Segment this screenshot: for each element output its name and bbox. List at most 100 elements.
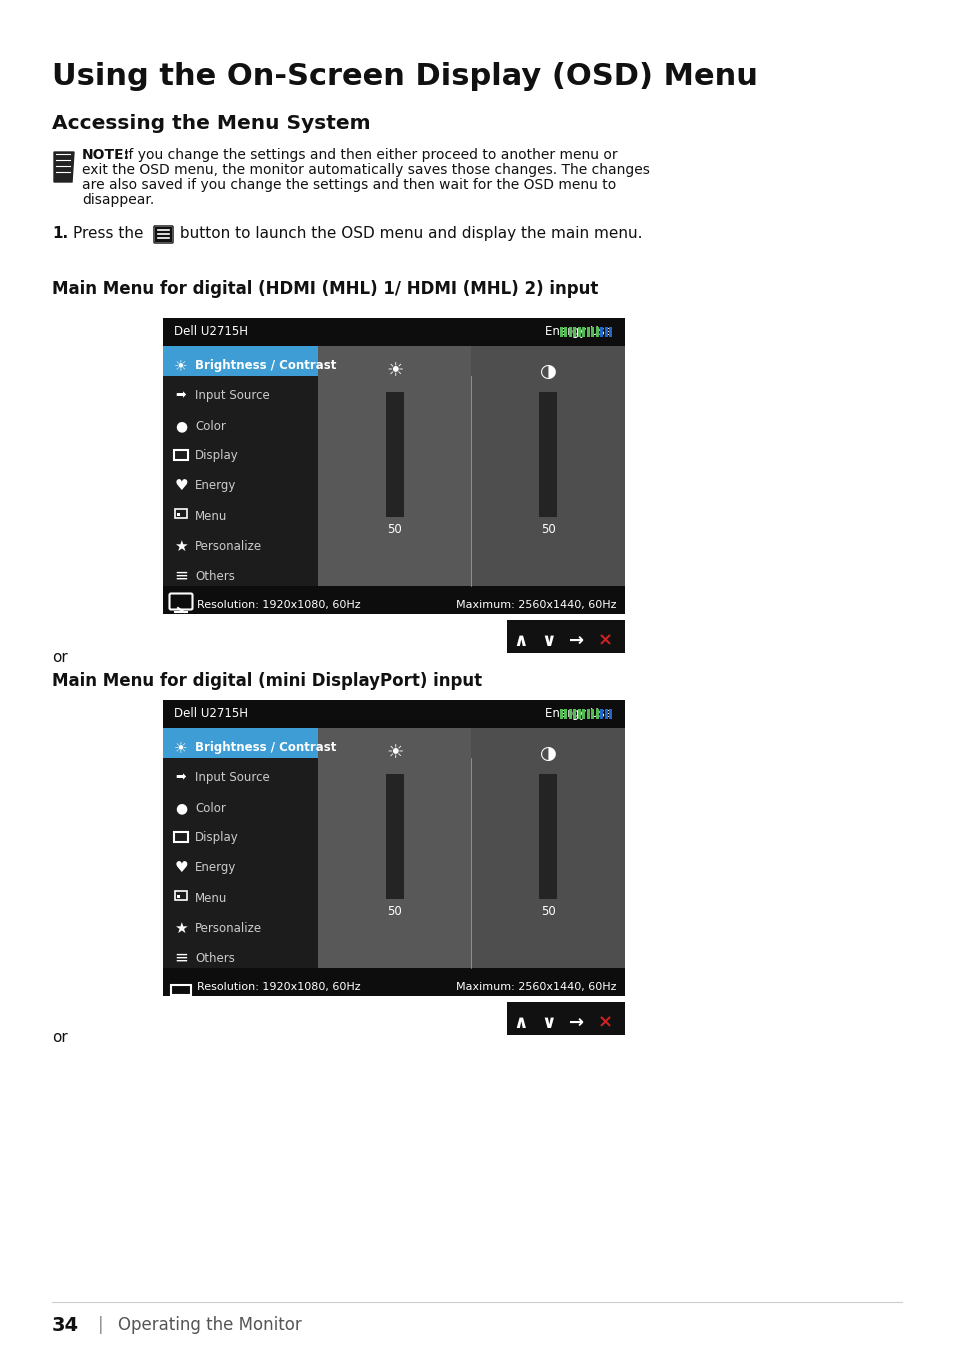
Text: ♥: ♥ [174,478,188,493]
Text: ●: ● [174,418,187,433]
Text: ∨: ∨ [541,631,556,650]
Text: ☀: ☀ [174,741,188,756]
Text: →: → [569,1014,584,1032]
Bar [173,995,175,998]
Text: Maximum: 2560x1440, 60Hz: Maximum: 2560x1440, 60Hz [456,982,617,992]
Text: ☀: ☀ [386,743,403,762]
Text: 50: 50 [387,904,402,918]
Bar [506,1002,624,1034]
Bar [604,328,607,337]
Text: Energy: Energy [194,479,236,493]
Text: ∧: ∧ [513,631,528,650]
Bar [163,376,317,586]
Bar [171,984,191,995]
Text: Others: Others [194,570,234,582]
Text: NOTE:: NOTE: [82,148,130,162]
Bar [163,700,624,728]
Text: Input Source: Input Source [194,772,270,784]
Bar [599,328,603,337]
Bar [578,709,580,719]
Text: If you change the settings and then either proceed to another menu or: If you change the settings and then eith… [120,148,617,162]
Text: ◑: ◑ [539,362,557,380]
Text: 50: 50 [540,904,555,918]
Bar [559,328,562,337]
Bar [538,393,557,517]
Bar [177,513,180,516]
Bar [163,728,317,758]
Bar [578,328,580,337]
Text: Personalize: Personalize [194,539,262,552]
Bar [471,347,624,586]
Text: ≡: ≡ [173,949,188,967]
Text: Brightness / Contrast: Brightness / Contrast [194,742,336,754]
Text: Energy: Energy [194,861,236,875]
Bar [154,227,172,242]
Bar [568,328,572,337]
Text: Energy Use: Energy Use [544,707,612,720]
Bar [174,891,187,900]
Text: Energy Use: Energy Use [544,325,612,338]
Bar [174,509,187,519]
Bar [317,728,471,968]
Text: ∨: ∨ [541,1014,556,1032]
Text: Input Source: Input Source [194,390,270,402]
Bar [538,774,557,899]
Bar [586,709,589,719]
Text: ➡: ➡ [175,390,186,402]
Text: Others: Others [194,952,234,964]
Bar [163,968,624,997]
Bar [568,709,572,719]
Text: Press the: Press the [73,226,143,241]
Bar [173,450,188,460]
Text: ★: ★ [174,539,188,554]
Bar [163,586,624,613]
Bar [573,328,576,337]
Text: 50: 50 [540,523,555,536]
Text: →: → [569,631,584,650]
Text: disappear.: disappear. [82,194,154,207]
Text: Resolution: 1920x1080, 60Hz: Resolution: 1920x1080, 60Hz [196,600,360,611]
Text: ♥: ♥ [174,861,188,876]
Text: Menu: Menu [194,891,227,904]
Bar [582,328,585,337]
Text: Resolution: 1920x1080, 60Hz: Resolution: 1920x1080, 60Hz [196,982,360,992]
Text: Color: Color [194,802,226,815]
Bar [591,709,594,719]
Text: exit the OSD menu, the monitor automatically saves those changes. The changes: exit the OSD menu, the monitor automatic… [82,162,649,177]
Bar [582,709,585,719]
Bar [591,328,594,337]
Text: Display: Display [194,831,238,845]
Text: ∧: ∧ [513,1014,528,1032]
Text: Operating the Monitor: Operating the Monitor [118,1316,301,1334]
Bar [609,328,612,337]
Text: Color: Color [194,420,226,432]
Bar [564,709,567,719]
Text: Dell U2715H: Dell U2715H [173,325,248,338]
Text: Using the On-Screen Display (OSD) Menu: Using the On-Screen Display (OSD) Menu [52,62,757,91]
Text: or: or [52,650,68,665]
Bar [186,995,188,998]
Text: button to launch the OSD menu and display the main menu.: button to launch the OSD menu and displa… [174,226,641,241]
Bar [163,758,317,968]
Bar [609,709,612,719]
Text: Main Menu for digital (mini DisplayPort) input: Main Menu for digital (mini DisplayPort)… [52,672,481,691]
Bar [177,895,180,898]
Text: ≡: ≡ [173,567,188,585]
Text: ☀: ☀ [386,362,403,380]
Bar [586,328,589,337]
Text: ×: × [597,631,612,650]
Text: 50: 50 [387,523,402,536]
Bar [385,393,403,517]
Bar [559,709,562,719]
Bar [317,347,471,586]
Text: 1.: 1. [52,226,68,241]
Text: |: | [98,1316,104,1334]
Text: ☀: ☀ [174,359,188,374]
Text: Maximum: 2560x1440, 60Hz: Maximum: 2560x1440, 60Hz [456,600,617,611]
Bar [163,318,624,347]
Bar [599,709,603,719]
Bar [573,709,576,719]
Text: Menu: Menu [194,509,227,523]
Bar [163,318,624,613]
Text: ➡: ➡ [175,772,186,784]
